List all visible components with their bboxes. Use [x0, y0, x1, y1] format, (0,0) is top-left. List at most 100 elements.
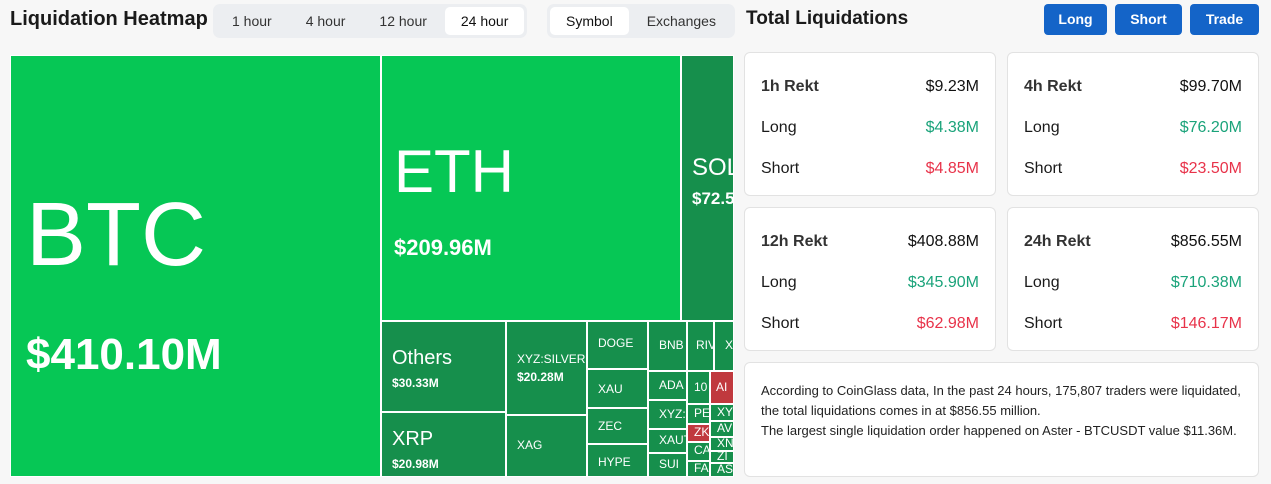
heatmap-cell-xyz[interactable]: XYZ:	[648, 400, 687, 429]
short-value: $4.85M	[925, 159, 979, 177]
short-label: Short	[761, 314, 800, 332]
long-label: Long	[1024, 118, 1060, 136]
cell-symbol: FA	[694, 461, 709, 475]
heatmap-cell-ai[interactable]: AI	[710, 371, 734, 404]
cell-symbol: Others	[392, 347, 453, 369]
cell-symbol: 10	[694, 380, 708, 394]
cell-symbol: ZI	[717, 451, 728, 463]
heatmap-cell-xt[interactable]: XT	[714, 321, 734, 371]
card-total: $408.88M	[907, 232, 979, 250]
heatmap-cell-zec[interactable]: ZEC	[587, 408, 648, 444]
total-liquidations-title: Total Liquidations	[746, 8, 909, 29]
long-label: Long	[761, 118, 797, 136]
cell-symbol: AV	[717, 421, 733, 435]
heatmap-cell-others[interactable]: Others $30.33M	[381, 321, 506, 412]
heatmap-cell-xn[interactable]: XN	[710, 437, 734, 451]
tab-exchanges[interactable]: Exchanges	[646, 13, 716, 29]
heatmap-cell-xaut[interactable]: XAUT	[648, 429, 687, 453]
cell-symbol: XAUT	[659, 433, 686, 447]
short-value: $146.17M	[1170, 314, 1242, 332]
heatmap-cell-xrp[interactable]: XRP $20.98M	[381, 412, 506, 477]
page-title: Liquidation Heatmap	[10, 8, 208, 30]
rekt-card: 1h Rekt $9.23M Long $4.38M Short $4.85M	[744, 52, 996, 196]
cell-symbol: ETH	[394, 138, 514, 205]
heatmap-cell-sui[interactable]: SUI	[648, 453, 687, 477]
long-value: $345.90M	[907, 273, 979, 291]
tab-1-hour[interactable]: 1 hour	[232, 13, 272, 29]
heatmap-cell-as[interactable]: AS	[710, 463, 734, 477]
heatmap-cell-btc[interactable]: BTC $410.10M	[10, 55, 381, 477]
short-label: Short	[761, 159, 800, 177]
tab-4-hour[interactable]: 4 hour	[305, 13, 346, 29]
heatmap-cell-bnb[interactable]: BNB	[648, 321, 687, 371]
cell-symbol: HYPE	[598, 455, 631, 469]
cell-symbol: BTC	[26, 185, 206, 285]
tab-24-hour[interactable]: 24 hour	[444, 7, 525, 35]
card-label: 1h Rekt	[761, 77, 819, 95]
short-label: Short	[1024, 159, 1063, 177]
rekt-card: 24h Rekt $856.55M Long $710.38M Short $146.…	[1007, 207, 1259, 351]
cell-value: $72.5	[692, 188, 734, 208]
heatmap-cell-ca[interactable]: CA	[687, 442, 710, 461]
heatmap-cell-10[interactable]: 10	[687, 371, 710, 404]
heatmap-cell-eth[interactable]: ETH $209.96M	[381, 55, 681, 321]
long-button[interactable]: Long	[1044, 4, 1107, 35]
cell-symbol: XAG	[517, 438, 543, 452]
cell-symbol: XN	[717, 437, 734, 450]
cell-symbol: RIV	[696, 338, 713, 352]
cell-value: $20.28M	[517, 370, 564, 385]
cell-value: $20.98M	[392, 457, 439, 471]
card-label: 12h Rekt	[761, 232, 828, 250]
heatmap-cell-fa[interactable]: FA	[687, 461, 710, 477]
short-button[interactable]: Short	[1115, 4, 1182, 35]
card-total: $99.70M	[1179, 77, 1242, 95]
tab-symbol[interactable]: Symbol	[550, 7, 629, 35]
cell-symbol: SUI	[659, 457, 680, 471]
liquidation-summary: According to CoinGlass data, In the past…	[744, 362, 1259, 477]
cell-symbol: XYZ:	[659, 407, 686, 421]
cell-symbol: XY	[717, 405, 734, 419]
cell-symbol: CA	[694, 443, 710, 457]
heatmap-cell-xag[interactable]: XAG	[506, 415, 587, 477]
cell-symbol: XAU	[598, 382, 623, 396]
short-value: $23.50M	[1179, 159, 1242, 177]
heatmap-cell-xyzsilver[interactable]: XYZ:SILVER $20.28M	[506, 321, 587, 415]
cell-symbol: SOL	[692, 154, 733, 181]
long-label: Long	[761, 273, 797, 291]
cell-symbol: AS	[717, 463, 734, 476]
time-range-tabs: 1 hour 4 hour 12 hour 24 hour	[213, 4, 528, 38]
heatmap-cell-xy[interactable]: XY	[710, 404, 734, 421]
heatmap-cell-zk[interactable]: ZK	[687, 424, 710, 442]
liquidation-heatmap: BTC $410.10M ETH $209.96M SOL $72.5 Others $30.…	[10, 55, 734, 477]
heatmap-cell-riv[interactable]: RIV	[687, 321, 714, 371]
trade-button[interactable]: Trade	[1190, 4, 1259, 35]
long-value: $4.38M	[925, 118, 979, 136]
heatmap-cell-doge[interactable]: DOGE	[587, 321, 648, 369]
long-value: $76.20M	[1179, 118, 1242, 136]
cell-symbol: ADA	[659, 378, 684, 392]
heatmap-cell-xau[interactable]: XAU	[587, 369, 648, 408]
card-label: 4h Rekt	[1024, 77, 1082, 95]
rekt-card: 12h Rekt $408.88M Long $345.90M Short $62.9…	[744, 207, 996, 351]
card-total: $856.55M	[1170, 232, 1242, 250]
cell-symbol: ZEC	[598, 419, 622, 433]
long-label: Long	[1024, 273, 1060, 291]
view-tabs: Symbol Exchanges	[547, 4, 735, 38]
tab-12-hour[interactable]: 12 hour	[379, 13, 427, 29]
cell-value: $209.96M	[394, 235, 492, 260]
heatmap-cell-hype[interactable]: HYPE	[587, 444, 648, 477]
cell-symbol: PE	[694, 406, 710, 420]
cell-symbol: BNB	[659, 338, 684, 352]
cell-symbol: XT	[725, 338, 734, 352]
heatmap-cell-zi[interactable]: ZI	[710, 451, 734, 463]
cell-symbol: XYZ:SILVER	[517, 352, 586, 366]
cell-symbol: XRP	[392, 428, 434, 450]
cell-value: $30.33M	[392, 376, 439, 390]
heatmap-cell-ada[interactable]: ADA	[648, 371, 687, 400]
heatmap-cell-sol[interactable]: SOL $72.5	[681, 55, 734, 321]
short-label: Short	[1024, 314, 1063, 332]
cell-symbol: AI	[716, 380, 728, 394]
heatmap-cell-pe[interactable]: PE	[687, 404, 710, 424]
heatmap-cell-av[interactable]: AV	[710, 421, 734, 437]
card-label: 24h Rekt	[1024, 232, 1091, 250]
